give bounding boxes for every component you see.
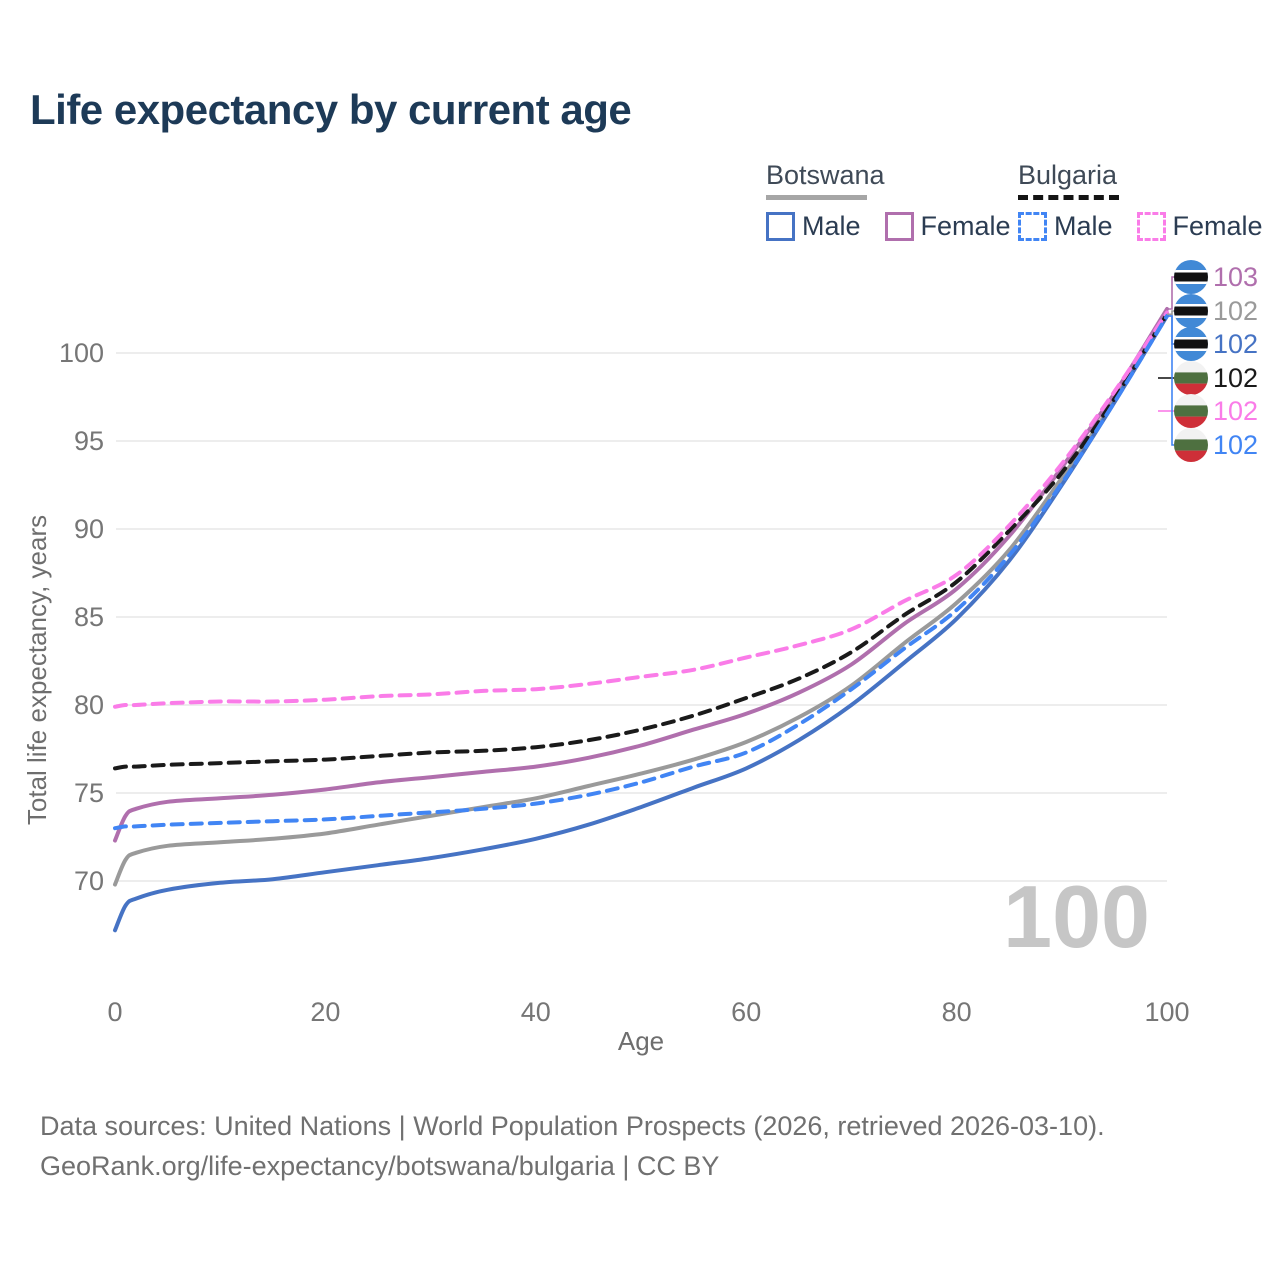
bulgaria-flag-icon bbox=[1174, 394, 1208, 428]
y-axis-tick-75: 75 bbox=[74, 778, 104, 808]
bulgaria-flag-icon bbox=[1174, 361, 1208, 395]
page-title: Life expectancy by current age bbox=[30, 86, 632, 133]
botswana-flag-icon bbox=[1174, 327, 1208, 361]
legend-country-botswana[interactable]: Botswana bbox=[766, 160, 885, 190]
series-line-bulgaria-all[interactable] bbox=[113, 312, 1169, 771]
legend-swatch-icon bbox=[1136, 212, 1166, 241]
x-axis-tick-20: 20 bbox=[310, 997, 340, 1027]
legend-item-botswana-female[interactable]: Female bbox=[884, 211, 1011, 242]
end-value-label-bulgaria-all: 102 bbox=[1213, 363, 1258, 393]
x-axis-tick-40: 40 bbox=[521, 997, 551, 1027]
end-label-leader-botswana-male bbox=[1167, 315, 1174, 345]
legend-item-bulgaria-female[interactable]: Female bbox=[1136, 211, 1263, 242]
legend-country-linestyle-dashed bbox=[1018, 195, 1119, 200]
legend-item-bulgaria-male[interactable]: Male bbox=[1018, 211, 1113, 242]
x-axis-title: Age bbox=[618, 1026, 664, 1056]
legend-items: Male Female bbox=[1018, 211, 1280, 242]
y-axis-tick-90: 90 bbox=[74, 514, 104, 544]
x-axis-tick-0: 0 bbox=[107, 997, 122, 1027]
botswana-flag-icon bbox=[1174, 294, 1208, 328]
end-value-label-bulgaria-male: 102 bbox=[1213, 430, 1258, 460]
x-axis-tick-60: 60 bbox=[731, 997, 761, 1027]
x-axis-tick-100: 100 bbox=[1144, 997, 1189, 1027]
legend-country-linestyle-solid bbox=[766, 195, 867, 200]
y-axis-tick-95: 95 bbox=[74, 426, 104, 456]
legend-item-label: Male bbox=[1054, 211, 1113, 241]
series-line-botswana-female[interactable] bbox=[113, 307, 1169, 843]
legend-item-label: Female bbox=[920, 211, 1011, 241]
end-label-leader-botswana-female bbox=[1167, 276, 1174, 310]
footer: Data sources: United Nations | World Pop… bbox=[40, 1106, 1105, 1186]
y-axis-tick-85: 85 bbox=[74, 602, 104, 632]
age-counter-watermark: 100 bbox=[1003, 867, 1150, 966]
footer-data-sources: Data sources: United Nations | World Pop… bbox=[40, 1111, 1105, 1141]
end-value-label-botswana-all: 102 bbox=[1213, 296, 1258, 326]
legend-swatch-icon bbox=[1018, 212, 1047, 241]
y-axis-tick-100: 100 bbox=[59, 338, 104, 368]
end-value-label-botswana-female: 103 bbox=[1213, 262, 1258, 292]
series-line-botswana-male[interactable] bbox=[113, 314, 1169, 933]
legend-items: Male Female bbox=[766, 211, 1035, 242]
end-label-leader-bulgaria-male bbox=[1167, 315, 1174, 446]
bulgaria-flag-icon bbox=[1174, 428, 1208, 462]
series-line-bulgaria-male[interactable] bbox=[113, 314, 1169, 831]
legend-swatch-icon bbox=[766, 212, 795, 241]
legend-item-botswana-male[interactable]: Male bbox=[766, 211, 861, 242]
legend-item-label: Male bbox=[802, 211, 861, 241]
footer-attribution: GeoRank.org/life-expectancy/botswana/bul… bbox=[40, 1151, 720, 1181]
series-line-botswana-all[interactable] bbox=[113, 312, 1169, 887]
y-axis-tick-80: 80 bbox=[74, 690, 104, 720]
legend-group-botswana: Botswana Male Female bbox=[766, 160, 1035, 242]
end-value-label-bulgaria-female: 102 bbox=[1213, 396, 1258, 426]
series-line-bulgaria-female[interactable] bbox=[113, 310, 1169, 709]
y-axis-title: Total life expectancy, years bbox=[22, 515, 52, 825]
x-axis-tick-80: 80 bbox=[942, 997, 972, 1027]
y-axis-tick-70: 70 bbox=[74, 866, 104, 896]
legend-country-bulgaria[interactable]: Bulgaria bbox=[1018, 160, 1118, 190]
legend-item-label: Female bbox=[1172, 211, 1263, 241]
end-value-label-botswana-male: 102 bbox=[1213, 329, 1258, 359]
botswana-flag-icon bbox=[1174, 260, 1208, 294]
legend-swatch-icon bbox=[884, 212, 914, 241]
legend-group-bulgaria: Bulgaria Male Female bbox=[1018, 160, 1280, 242]
end-label-leader-botswana-all bbox=[1167, 310, 1174, 316]
